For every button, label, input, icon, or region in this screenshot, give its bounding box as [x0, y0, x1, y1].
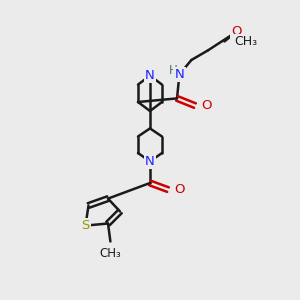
Text: O: O — [232, 25, 242, 38]
Text: S: S — [81, 219, 90, 232]
Text: N: N — [175, 68, 184, 81]
Text: CH₃: CH₃ — [234, 35, 257, 48]
Text: H: H — [168, 64, 177, 77]
Text: N: N — [145, 69, 155, 82]
Text: O: O — [175, 183, 185, 196]
Text: CH₃: CH₃ — [100, 247, 121, 260]
Text: O: O — [202, 99, 212, 112]
Text: N: N — [145, 155, 155, 168]
